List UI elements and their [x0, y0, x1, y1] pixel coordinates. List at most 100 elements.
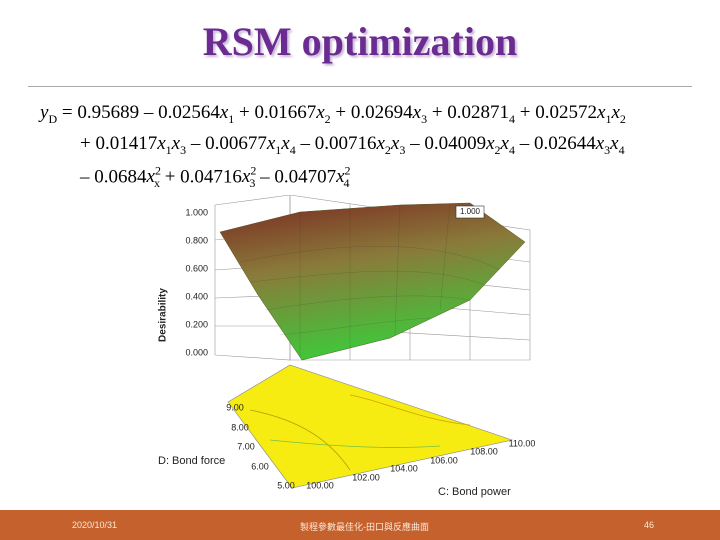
- variable-index: 3: [604, 142, 611, 157]
- variable-base: x: [171, 133, 181, 154]
- variable-base: x: [336, 166, 345, 188]
- variable-index: 2: [619, 111, 626, 126]
- equation-term: + 0.04716: [159, 166, 242, 188]
- variable-base: x: [146, 166, 155, 188]
- contour-floor: [227, 364, 514, 489]
- variable-index: x: [153, 176, 160, 191]
- variable-exponent: 2: [154, 164, 161, 178]
- variable-base: y: [40, 102, 49, 123]
- variable: x23: [242, 164, 257, 191]
- variable: x4: [501, 133, 515, 157]
- variable-index: 2: [384, 142, 391, 157]
- variable: x2: [611, 102, 626, 126]
- variable-index: 4: [509, 111, 516, 126]
- c-tick-label: 110.00: [509, 438, 536, 448]
- variable-base: x: [281, 133, 290, 154]
- variable: x3: [390, 133, 406, 157]
- variable-index: 3: [180, 142, 187, 157]
- surface-mesh: [239, 202, 501, 358]
- footer-text: 製程參數最佳化-田口與反應曲面: [300, 522, 429, 532]
- variable: x4: [281, 133, 296, 157]
- variable-index: 2: [324, 111, 331, 126]
- variable: x2: [376, 133, 391, 157]
- z-tick-label: 0.400: [185, 291, 208, 301]
- equation-line: yD = 0.95689 – 0.02564x1 + 0.01667x2 + 0…: [40, 102, 626, 133]
- variable-index: 2: [494, 142, 501, 157]
- variable-base: x: [376, 133, 385, 154]
- variable-base: x: [486, 133, 495, 154]
- variable-base: x: [611, 102, 620, 123]
- variable-base: x: [390, 133, 400, 154]
- equation-term: – 0.04009: [405, 133, 487, 154]
- variable-base: x: [595, 133, 605, 154]
- d-tick-label: 5.00: [277, 480, 295, 490]
- z-tick-label: 1.000: [185, 207, 208, 217]
- z-tick-label: 0.000: [185, 347, 208, 357]
- variable: x24: [336, 164, 351, 191]
- variable-index: 1: [165, 142, 172, 157]
- variable: 4: [509, 102, 516, 126]
- z-tick-label: 0.200: [185, 319, 208, 329]
- title-rule: [28, 86, 692, 87]
- variable-index: 4: [618, 142, 625, 157]
- max-label: 1.000: [460, 207, 481, 216]
- page-number: 46: [644, 520, 655, 530]
- variable: x2: [486, 133, 501, 157]
- c-axis-label: C: Bond power: [438, 486, 511, 498]
- variable-base: x: [219, 102, 229, 123]
- response-surface: [219, 202, 526, 361]
- variable-index: 1: [228, 111, 235, 126]
- z-tick-label: 0.600: [185, 263, 208, 273]
- variable: x1: [597, 102, 612, 126]
- equation: yD = 0.95689 – 0.02564x1 + 0.01667x2 + 0…: [40, 102, 626, 195]
- variable-index: 4: [343, 176, 350, 191]
- surface-plot: 1.000 0.800 0.600 0.400 0.200 0.000 Desirabili…: [152, 195, 542, 500]
- variable-index: 4: [508, 142, 515, 157]
- variable-index: 4: [289, 142, 296, 157]
- variable-base: x: [610, 133, 619, 154]
- c-tick-label: 108.00: [470, 446, 498, 456]
- c-tick-label: 104.00: [390, 463, 418, 473]
- variable: x3: [171, 133, 187, 157]
- variable-index: 3: [421, 111, 428, 126]
- variable-index: 3: [399, 142, 406, 157]
- variable-exponent: 2: [344, 164, 351, 178]
- variable-base: x: [316, 102, 325, 123]
- variable-index: D: [48, 111, 58, 126]
- variable-base: x: [266, 133, 276, 154]
- slide-title: RSM optimization: [202, 19, 518, 64]
- equation-term: – 0.04707: [255, 166, 337, 188]
- d-tick-label: 8.00: [231, 422, 249, 432]
- equation-term: = 0.95689 – 0.02564: [57, 102, 220, 123]
- footer-date: 2020/10/31: [72, 520, 118, 530]
- equation-term: + 0.02871: [427, 102, 510, 123]
- variable: x4: [610, 133, 625, 157]
- d-tick-label: 9.00: [226, 402, 244, 412]
- variable: x2: [316, 102, 331, 126]
- z-tick-label: 0.800: [185, 235, 208, 245]
- variable-base: x: [157, 133, 166, 154]
- equation-line: – 0.0684x2x + 0.04716x23 – 0.04707x24: [40, 164, 626, 195]
- variable-base: x: [597, 102, 606, 123]
- equation-term: – 0.00677: [186, 133, 267, 154]
- variable-index: 1: [605, 111, 612, 126]
- contours: [249, 394, 471, 471]
- z-axis-label: Desirability: [158, 288, 169, 342]
- equation-term: – 0.02644: [514, 133, 596, 154]
- c-tick-label: 106.00: [430, 455, 458, 465]
- variable: x2x: [146, 164, 161, 191]
- equation-line: + 0.01417x1x3 – 0.00677x1x4 – 0.00716x2x…: [40, 133, 626, 164]
- equation-term: + 0.02694: [330, 102, 413, 123]
- variable: x1: [266, 133, 282, 157]
- variable-exponent: 2: [250, 164, 257, 178]
- equation-term: + 0.02572: [515, 102, 598, 123]
- variable: x3: [413, 102, 428, 126]
- equation-term: + 0.01667: [234, 102, 317, 123]
- variable-index: 1: [275, 142, 282, 157]
- variable: x1: [219, 102, 235, 126]
- d-axis-label: D: Bond force: [158, 455, 225, 467]
- c-tick-label: 102.00: [352, 472, 380, 482]
- variable: x1: [157, 133, 172, 157]
- variable-index: 3: [249, 176, 256, 191]
